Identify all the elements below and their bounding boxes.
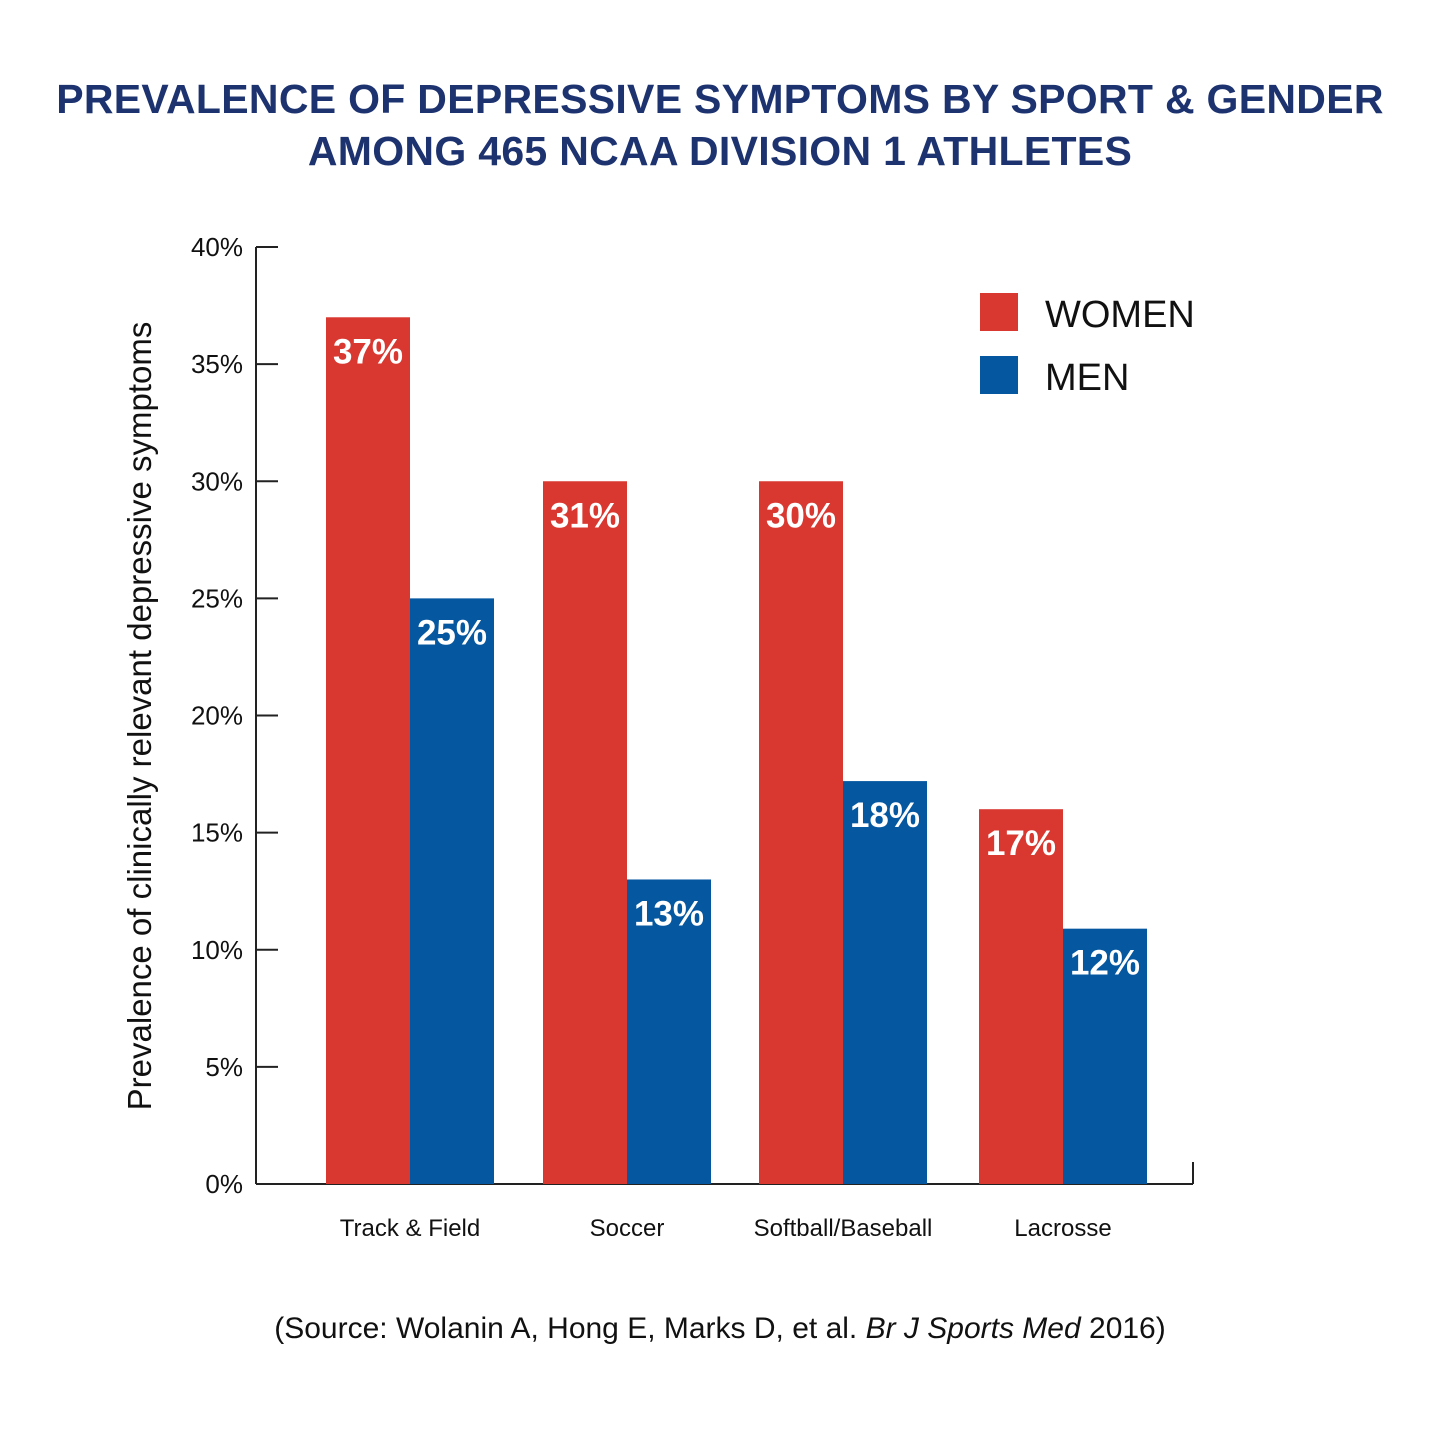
- x-category-label: Track & Field: [340, 1215, 480, 1242]
- data-label-men: 18%: [850, 796, 920, 835]
- y-tick-label: 40%: [191, 232, 243, 262]
- x-category-label: Softball/Baseball: [754, 1215, 933, 1242]
- data-label-men: 25%: [417, 613, 487, 652]
- bar-men: [627, 879, 711, 1184]
- y-tick-label: 20%: [191, 701, 243, 731]
- y-tick-label: 30%: [191, 466, 243, 496]
- x-category-label: Soccer: [590, 1215, 665, 1242]
- y-tick-label: 25%: [191, 583, 243, 613]
- bar-men: [843, 781, 927, 1184]
- legend: WOMEN MEN: [980, 293, 1195, 399]
- bars: 37% 25% Track & Field 31% 13% Soccer 30% 18% Sof…: [326, 317, 1147, 1242]
- bar-women: [979, 809, 1063, 1184]
- legend-swatch-women: [980, 293, 1018, 331]
- chart-title-line-1: PREVALENCE OF DEPRESSIVE SYMPTOMS BY SPO…: [56, 76, 1384, 122]
- bar-women: [759, 481, 843, 1184]
- y-tick-label: 15%: [191, 818, 243, 848]
- bar-men: [1063, 928, 1147, 1184]
- data-label-women: 17%: [986, 824, 1056, 863]
- y-axis-label: Prevalence of clinically relevant depres…: [121, 322, 158, 1111]
- y-tick-label: 35%: [191, 349, 243, 379]
- bar-men: [410, 598, 494, 1184]
- axes: 0% 5% 10% 15% 20% 25% 30% 35% 40% Prevalence of c…: [121, 232, 1194, 1199]
- data-label-women: 30%: [766, 496, 836, 535]
- y-tick-label: 5%: [205, 1052, 243, 1082]
- x-category-label: Lacrosse: [1014, 1215, 1111, 1242]
- y-tick-label: 10%: [191, 935, 243, 965]
- data-label-women: 31%: [550, 496, 620, 535]
- source-journal: Br J Sports Med: [865, 1312, 1081, 1345]
- chart-title-line-2: AMONG 465 NCAA DIVISION 1 ATHLETES: [307, 128, 1133, 174]
- source-prefix: (Source: Wolanin A, Hong E, Marks D, et …: [274, 1312, 866, 1345]
- legend-label-men: MEN: [1045, 357, 1129, 399]
- legend-swatch-men: [980, 356, 1018, 394]
- data-label-men: 13%: [634, 894, 704, 933]
- source-suffix: 2016): [1080, 1312, 1166, 1345]
- bar-women: [543, 481, 627, 1184]
- bar-women: [326, 317, 410, 1184]
- source-citation: (Source: Wolanin A, Hong E, Marks D, et …: [0, 1312, 1440, 1346]
- data-label-women: 37%: [333, 332, 403, 371]
- y-tick-label: 0%: [205, 1169, 243, 1199]
- data-label-men: 12%: [1070, 944, 1140, 983]
- legend-label-women: WOMEN: [1045, 294, 1195, 336]
